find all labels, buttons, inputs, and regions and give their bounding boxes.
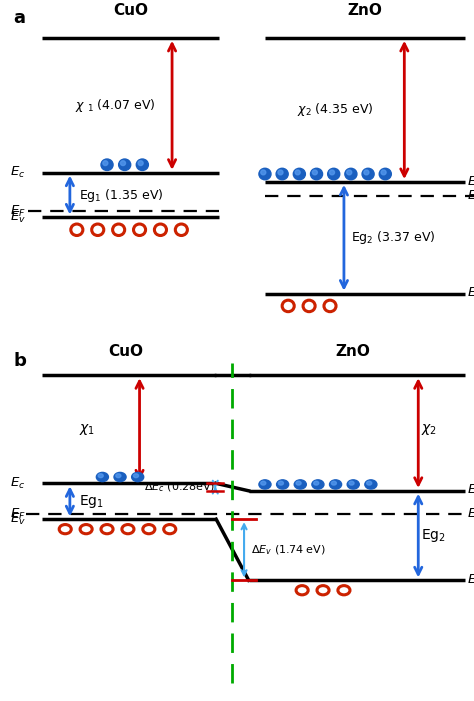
Text: CuO: CuO (108, 344, 143, 360)
Circle shape (312, 480, 324, 489)
Text: b: b (13, 353, 26, 370)
Circle shape (329, 170, 335, 175)
Circle shape (314, 481, 319, 485)
Circle shape (381, 170, 386, 175)
Text: $E_F$: $E_F$ (467, 189, 474, 204)
Circle shape (96, 472, 109, 482)
Text: $E_c$: $E_c$ (467, 175, 474, 189)
Circle shape (116, 474, 121, 477)
Text: $E_v$: $E_v$ (467, 286, 474, 301)
Circle shape (261, 170, 266, 175)
Circle shape (294, 480, 306, 489)
Circle shape (103, 161, 108, 165)
Text: $\chi$ $_{1}$ (4.07 eV): $\chi$ $_{1}$ (4.07 eV) (74, 97, 155, 114)
Text: $\chi_1$: $\chi_1$ (79, 422, 95, 437)
Circle shape (328, 168, 340, 179)
Text: $E_v$: $E_v$ (10, 210, 26, 225)
Circle shape (349, 481, 354, 485)
Circle shape (132, 472, 144, 482)
Circle shape (114, 472, 126, 482)
Circle shape (276, 480, 289, 489)
Circle shape (362, 168, 374, 179)
Circle shape (345, 168, 357, 179)
Text: ZnO: ZnO (336, 344, 371, 360)
Circle shape (137, 159, 148, 170)
Circle shape (331, 481, 337, 485)
Text: ZnO: ZnO (347, 3, 382, 18)
Text: $\chi_2$: $\chi_2$ (420, 422, 437, 437)
Circle shape (364, 170, 369, 175)
Circle shape (138, 161, 143, 165)
Circle shape (101, 159, 113, 170)
Text: CuO: CuO (113, 3, 148, 18)
Text: $E_v$: $E_v$ (467, 573, 474, 588)
Text: $E_F$: $E_F$ (10, 204, 26, 219)
Circle shape (276, 168, 288, 179)
Circle shape (312, 170, 318, 175)
Text: $E_c$: $E_c$ (10, 165, 26, 180)
Circle shape (120, 161, 126, 165)
Text: $\Delta E_c$ (0.28eV): $\Delta E_c$ (0.28eV) (144, 480, 215, 494)
Circle shape (278, 481, 283, 485)
Circle shape (259, 480, 271, 489)
Circle shape (346, 170, 352, 175)
Circle shape (367, 481, 372, 485)
Circle shape (261, 481, 266, 485)
Text: Eg$_{1}$ (1.35 eV): Eg$_{1}$ (1.35 eV) (79, 186, 164, 203)
Circle shape (278, 170, 283, 175)
Text: Eg$_{2}$ (3.37 eV): Eg$_{2}$ (3.37 eV) (351, 229, 436, 246)
Text: $\chi$$_{2}$ (4.35 eV): $\chi$$_{2}$ (4.35 eV) (298, 102, 374, 118)
Circle shape (259, 168, 271, 179)
Circle shape (379, 168, 392, 179)
Text: Eg$_2$: Eg$_2$ (420, 527, 446, 544)
Text: $E_c$: $E_c$ (467, 483, 474, 498)
Text: $E_F$: $E_F$ (467, 507, 474, 522)
Circle shape (98, 474, 103, 477)
Circle shape (329, 480, 342, 489)
Circle shape (295, 170, 300, 175)
Circle shape (365, 480, 377, 489)
Text: $E_F$: $E_F$ (10, 507, 26, 522)
Circle shape (134, 474, 138, 477)
Text: a: a (13, 9, 25, 27)
Circle shape (118, 159, 131, 170)
Circle shape (347, 480, 359, 489)
Text: $E_v$: $E_v$ (10, 512, 26, 526)
Text: Eg$_1$: Eg$_1$ (79, 493, 104, 510)
Text: $E_c$: $E_c$ (10, 476, 26, 491)
Circle shape (296, 481, 301, 485)
Circle shape (293, 168, 305, 179)
Text: $\Delta E_v$ (1.74 eV): $\Delta E_v$ (1.74 eV) (251, 543, 326, 557)
Circle shape (310, 168, 323, 179)
